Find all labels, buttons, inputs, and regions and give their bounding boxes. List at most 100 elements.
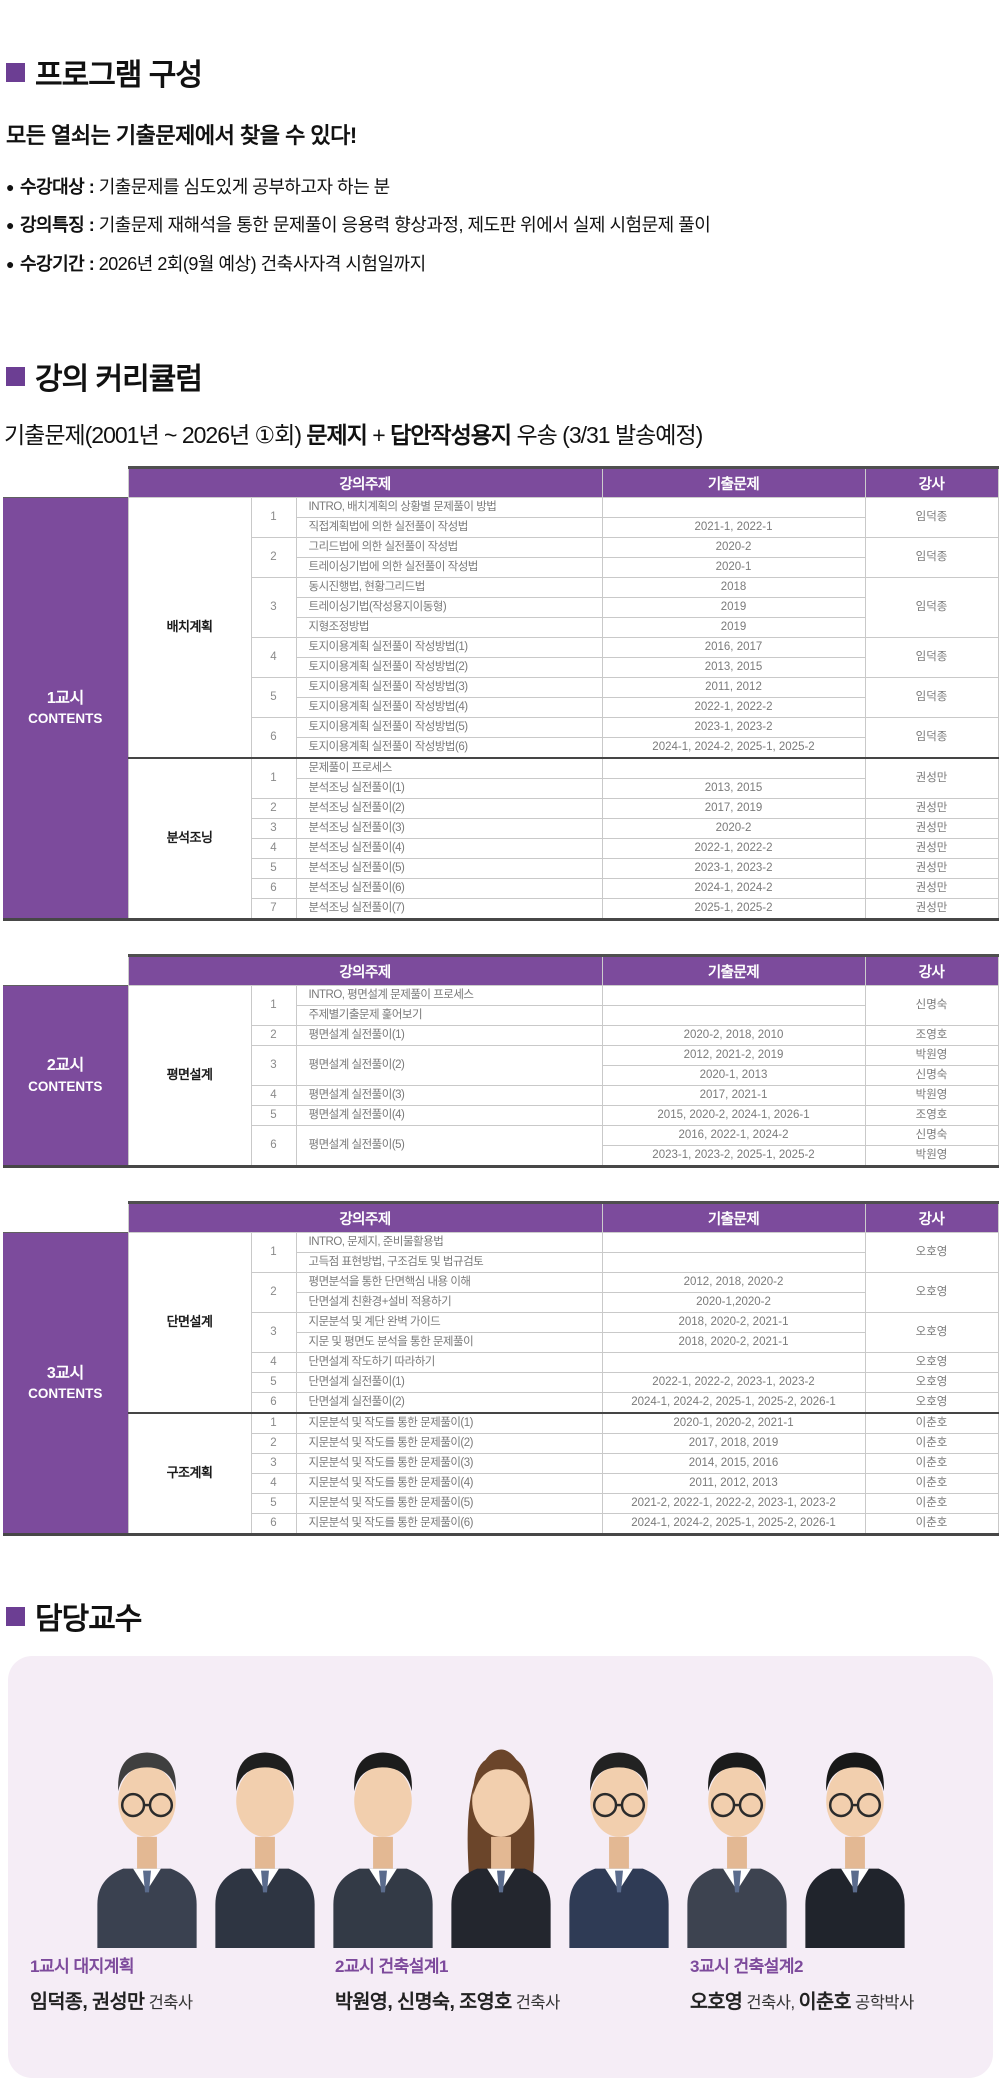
item-number: 4 xyxy=(250,1352,297,1374)
bullet-text: 기출문제를 심도있게 공부하고자 하는 분 xyxy=(98,177,391,197)
exam-cell: 2019 xyxy=(601,597,866,619)
table-row: 4 지문분석 및 작도를 통한 문제풀이(4) 2011, 2012, 2013 이춘… xyxy=(3,1473,999,1495)
session-block: 2교시 CONTENTS xyxy=(3,985,128,1167)
item-number: 2 xyxy=(250,1433,297,1455)
curriculum-subtitle: 기출문제(2001년 ~ 2026년 ①회) 문제지 + 답안작성용지 우송 (… xyxy=(4,416,1001,450)
table-row: 주제별기출문제 훑어보기 xyxy=(3,1005,998,1027)
table-row: 고득점 표현방법, 구조검토 및 법규검토 xyxy=(3,1252,998,1274)
exam-cell: 2011, 2012 xyxy=(601,677,866,699)
professor-caption: 3교시 건축설계2 오호영 건축사, 이춘호 공학박사 xyxy=(690,1952,914,2014)
session-name: 2교시 xyxy=(46,1057,84,1075)
table-row: 분석조닝 1 문제풀이 프로세스 권성만 xyxy=(3,757,999,921)
col-header-exam: 기출문제 xyxy=(601,1201,866,1234)
subtitle-part: 기출문제(2001년 ~ 2026년 ①회) xyxy=(4,422,307,449)
curriculum-tables: 강의주제 기출문제 강사 1교시 CONTENTS 배치계획 1 INTRO, 배치계획의 상… xyxy=(0,466,1001,1537)
program-title: 프로그램 구성 xyxy=(35,59,203,92)
teacher-cell: 임덕종 xyxy=(864,637,999,679)
subject-cell: 직접계획법에 의한 실전풀이 작성법 xyxy=(295,517,603,539)
session-label: CONTENTS xyxy=(28,1078,103,1094)
col-header-exam: 기출문제 xyxy=(601,954,866,987)
exam-cell xyxy=(601,1252,866,1274)
exam-cell: 2017, 2019 xyxy=(601,798,866,820)
table-header-row: 강의주제 기출문제 강사 xyxy=(3,954,999,987)
subject-cell: INTRO, 평면설계 문제풀이 프로세스 xyxy=(295,985,603,1007)
table-row: 구조계획 1 지문분석 및 작도를 통한 문제풀이(1) 2020-1, 2020-2… xyxy=(3,1412,999,1536)
professor-photo: 조영호 xyxy=(568,1752,669,1949)
caption-names: 오호영 건축사, 이춘호 공학박사 xyxy=(690,1985,914,2014)
table-row: 2 지문분석 및 작도를 통한 문제풀이(2) 2017, 2018, 2019 이춘… xyxy=(3,1433,999,1455)
subject-cell: 평면설계 실전풀이(2) xyxy=(295,1045,603,1087)
subject-cell: INTRO, 문제지, 준비물활용법 xyxy=(295,1232,603,1254)
subject-cell: INTRO, 배치계획의 상황별 문제풀이 방법 xyxy=(295,497,603,519)
professors-title-row: 담당교수 xyxy=(6,1594,1001,1638)
teacher-cell: 권성만 xyxy=(864,757,999,800)
item-number: 1 xyxy=(250,1232,297,1274)
exam-cell: 2020-1,2020-2 xyxy=(601,1292,866,1314)
session-label: CONTENTS xyxy=(28,711,103,727)
subject-cell: 지형조정방법 xyxy=(295,617,603,639)
teacher-cell: 박원영 xyxy=(864,1145,999,1168)
table-header-row: 강의주제 기출문제 강사 xyxy=(3,466,999,499)
category-cell: 분석조닝 xyxy=(127,757,252,921)
session-name: 3교시 xyxy=(46,1364,84,1382)
exam-cell: 2011, 2012, 2013 xyxy=(601,1473,866,1495)
exam-cell: 2021-1, 2022-1 xyxy=(601,517,866,539)
program-bullet: ● 수강기간 : 2026년 2회(9월 예상) 건축사자격 시험일까지 xyxy=(6,253,1001,276)
teacher-cell: 이춘호 xyxy=(864,1412,999,1435)
table-header-row: 강의주제 기출문제 강사 xyxy=(3,1201,999,1234)
table-row: 6 평면설계 실전풀이(5) 2016, 2022-1, 2024-2 신명숙 xyxy=(3,1125,999,1168)
teacher-cell: 신명숙 xyxy=(864,1125,999,1147)
exam-cell: 2015, 2020-2, 2024-1, 2026-1 xyxy=(601,1105,866,1127)
subject-cell: 지문분석 및 작도를 통한 문제풀이(2) xyxy=(295,1433,603,1455)
professors-title: 담당교수 xyxy=(35,1603,142,1637)
subject-cell: 지문분석 및 작도를 통한 문제풀이(3) xyxy=(295,1453,603,1475)
exam-cell: 2013, 2015 xyxy=(601,657,866,679)
teacher-cell: 임덕종 xyxy=(864,537,999,579)
program-slogan: 모든 열쇠는 기출문제에서 찾을 수 있다! xyxy=(6,123,357,148)
caption-names: 임덕종, 권성만 건축사 xyxy=(30,1985,193,2014)
item-number: 2 xyxy=(250,1272,297,1314)
teacher-cell: 권성만 xyxy=(864,838,999,860)
exam-cell: 2019 xyxy=(601,617,866,639)
exam-cell: 2023-1, 2023-2 xyxy=(601,858,866,880)
section-bullet-square-icon xyxy=(6,62,25,82)
teacher-cell: 임덕종 xyxy=(864,577,999,639)
subject-cell: 지문분석 및 작도를 통한 문제풀이(4) xyxy=(295,1473,603,1495)
item-number: 2 xyxy=(250,798,297,820)
table-row: 1교시 CONTENTS 배치계획 1 INTRO, 배치계획의 상황별 문제풀이 방법… xyxy=(3,497,999,920)
exam-cell: 2017, 2021-1 xyxy=(601,1085,866,1107)
session-block: 1교시 CONTENTS xyxy=(3,497,128,920)
teacher-cell: 임덕종 xyxy=(864,677,999,719)
subject-cell: 지문분석 및 작도를 통한 문제풀이(5) xyxy=(295,1493,603,1515)
item-number: 3 xyxy=(250,1453,297,1475)
exam-cell: 2018, 2020-2, 2021-1 xyxy=(601,1332,866,1354)
teacher-cell: 권성만 xyxy=(864,878,999,900)
table-row: 2020-1, 2013 신명숙 xyxy=(3,1065,999,1087)
teacher-cell: 오호영 xyxy=(864,1232,999,1274)
teacher-cell: 임덕종 xyxy=(864,497,999,539)
table-row: 단면설계 친환경+설비 적용하기 2020-1,2020-2 xyxy=(3,1292,998,1314)
table-row: 6 지문분석 및 작도를 통한 문제풀이(6) 2024-1, 2024-2, 20… xyxy=(3,1513,999,1536)
professor-photo: 이춘호 xyxy=(804,1752,905,1949)
subject-cell: 평면설계 실전풀이(3) xyxy=(295,1085,603,1107)
caption-name-part: 오호영 xyxy=(690,1991,743,2014)
subject-cell: 단면설계 실전풀이(1) xyxy=(295,1372,603,1394)
exam-cell: 2012, 2018, 2020-2 xyxy=(601,1272,866,1294)
teacher-cell: 권성만 xyxy=(864,818,999,840)
exam-cell: 2021-2, 2022-1, 2022-2, 2023-1, 2023-2 xyxy=(601,1493,866,1515)
subject-cell: 그리드법에 의한 실전풀이 작성법 xyxy=(295,537,603,559)
item-number: 6 xyxy=(250,1392,297,1414)
professor-photo: 오호영 xyxy=(686,1752,787,1949)
curriculum-section: 강의 커리큘럼 기출문제(2001년 ~ 2026년 ①회) 문제지 + 답안작… xyxy=(0,354,1001,1537)
professor-captions: 1교시 대지계획 임덕종, 권성만 건축사 2교시 건축설계1 박원영, 신명숙, 조… xyxy=(8,1952,993,2062)
glasses-icon xyxy=(828,1793,881,1818)
caption-name-part: 박원영, 신명숙, 조영호 xyxy=(335,1991,512,2014)
glasses-icon xyxy=(592,1793,645,1818)
exam-cell: 2012, 2021-2, 2019 xyxy=(601,1045,866,1067)
caption-name-part: 건축사 xyxy=(511,1994,561,2013)
exam-cell: 2013, 2015 xyxy=(601,778,866,800)
teacher-cell: 오호영 xyxy=(864,1272,999,1314)
item-number: 5 xyxy=(250,1493,297,1515)
professor-caption: 2교시 건축설계1 박원영, 신명숙, 조영호 건축사 xyxy=(335,1952,560,2014)
exam-cell: 2023-1, 2023-2 xyxy=(601,717,866,739)
